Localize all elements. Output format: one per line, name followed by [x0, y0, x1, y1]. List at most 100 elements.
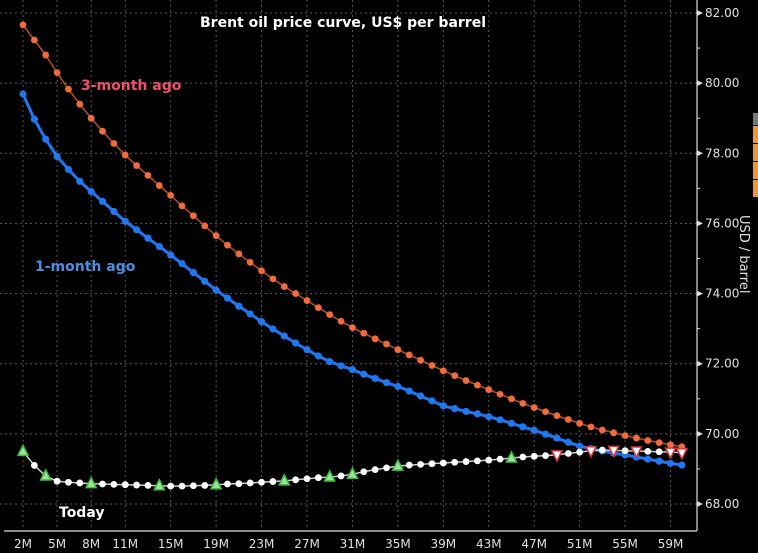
y-tick-mark [697, 290, 703, 297]
data-point [462, 458, 470, 465]
data-point [201, 277, 209, 285]
data-point [110, 480, 118, 488]
x-tick-label: 8M [82, 537, 100, 551]
data-point [30, 462, 38, 469]
y-tick-mark [697, 10, 703, 16]
x-tick-label: 47M [521, 537, 547, 551]
data-point [121, 217, 129, 225]
y-tick-label: 78.00 [705, 146, 739, 160]
data-point [201, 222, 209, 230]
data-point [99, 480, 106, 488]
data-point [655, 457, 663, 465]
data-point [428, 460, 436, 468]
data-point [507, 419, 516, 427]
axes: 68.00 70.00 72.00 74.00 76.00 78.00 80.00 82.00… [4, 0, 739, 551]
data-point [564, 416, 572, 423]
data-point [30, 115, 38, 123]
down-marker [584, 445, 598, 459]
data-point [564, 438, 572, 446]
data-point [383, 340, 390, 348]
data-point [519, 453, 527, 461]
data-point [190, 212, 197, 220]
data-point [269, 325, 277, 333]
data-point [292, 339, 300, 347]
data-point [587, 423, 595, 431]
data-point [133, 481, 141, 489]
data-point [87, 114, 95, 122]
data-point [167, 191, 175, 199]
data-point [655, 448, 663, 456]
data-point [655, 439, 663, 447]
data-point [65, 85, 72, 93]
data-point [235, 250, 243, 258]
data-point [133, 226, 141, 234]
x-tick-label: 5M [48, 537, 66, 551]
data-point [553, 434, 561, 442]
x-tick-label: 2M [14, 537, 32, 551]
x-tick-label: 19M [203, 537, 229, 551]
down-marker [607, 445, 620, 459]
x-tick-label: 39M [431, 537, 457, 551]
data-point [348, 366, 357, 374]
data-point [53, 477, 61, 485]
data-point [598, 446, 606, 454]
data-point [246, 258, 254, 266]
data-point [65, 478, 72, 486]
y-tick-label: 72.00 [705, 357, 739, 371]
data-point [144, 234, 152, 242]
data-point [292, 476, 300, 484]
data-point [235, 302, 243, 310]
data-point [360, 370, 368, 378]
data-point [303, 475, 311, 483]
data-point [19, 21, 27, 29]
data-point [542, 452, 549, 460]
data-point [462, 377, 470, 384]
series-3-month-ago [19, 21, 686, 451]
data-point [405, 351, 413, 359]
data-point [610, 429, 618, 437]
data-point [576, 448, 584, 456]
x-tick-label: 35M [385, 537, 411, 551]
series-today [16, 443, 689, 491]
data-point [167, 251, 175, 259]
data-point [496, 416, 504, 424]
data-point [553, 412, 561, 420]
data-point [666, 459, 675, 467]
data-point [360, 329, 368, 337]
data-point [621, 447, 629, 455]
data-point [667, 441, 674, 449]
data-point [644, 437, 652, 444]
data-point [223, 294, 232, 302]
down-marker [630, 446, 643, 459]
data-point [474, 457, 481, 465]
x-tick-label: 51M [567, 537, 593, 551]
data-point [30, 36, 38, 44]
data-point [235, 480, 243, 488]
data-point [76, 479, 84, 487]
side-mark [753, 162, 758, 179]
y-axis-label: USD / barrel [736, 215, 751, 293]
data-point [519, 399, 527, 407]
data-point [246, 310, 254, 318]
data-point [678, 461, 686, 469]
x-tick-label: 55M [612, 537, 638, 551]
y-tick-mark [697, 501, 703, 507]
data-point [53, 69, 61, 77]
data-point [405, 461, 413, 469]
side-mark [753, 113, 758, 125]
side-mark [753, 180, 758, 197]
data-point [280, 283, 288, 290]
up-marker [84, 475, 98, 489]
data-point [564, 450, 572, 457]
y-tick-mark [697, 430, 703, 437]
data-point [485, 456, 493, 464]
y-tick-mark [697, 150, 703, 157]
up-marker [209, 477, 223, 490]
data-point [394, 382, 402, 391]
y-tick-mark [697, 80, 703, 87]
series-label-today: Today [59, 505, 104, 521]
side-mark [753, 126, 758, 143]
data-point [110, 207, 118, 216]
data-point [485, 413, 493, 421]
